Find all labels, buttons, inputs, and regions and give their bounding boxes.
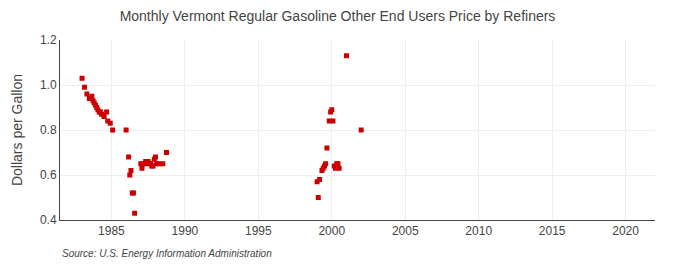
svg-text:Dollars per Gallon: Dollars per Gallon (9, 74, 25, 186)
svg-text:1.2: 1.2 (40, 33, 57, 47)
svg-text:1995: 1995 (245, 224, 272, 238)
svg-text:2020: 2020 (612, 224, 639, 238)
svg-text:2015: 2015 (539, 224, 566, 238)
svg-text:0.6: 0.6 (40, 168, 57, 182)
svg-text:1985: 1985 (98, 224, 125, 238)
svg-text:0.8: 0.8 (40, 123, 57, 137)
svg-text:2010: 2010 (465, 224, 492, 238)
svg-text:Source: U.S. Energy Informatio: Source: U.S. Energy Information Administ… (62, 248, 272, 259)
svg-text:Monthly Vermont Regular Gasoli: Monthly Vermont Regular Gasoline Other E… (120, 8, 556, 24)
svg-text:2000: 2000 (318, 224, 345, 238)
svg-text:1.0: 1.0 (40, 78, 57, 92)
svg-text:2005: 2005 (392, 224, 419, 238)
svg-text:0.4: 0.4 (40, 213, 57, 227)
svg-text:1990: 1990 (172, 224, 199, 238)
